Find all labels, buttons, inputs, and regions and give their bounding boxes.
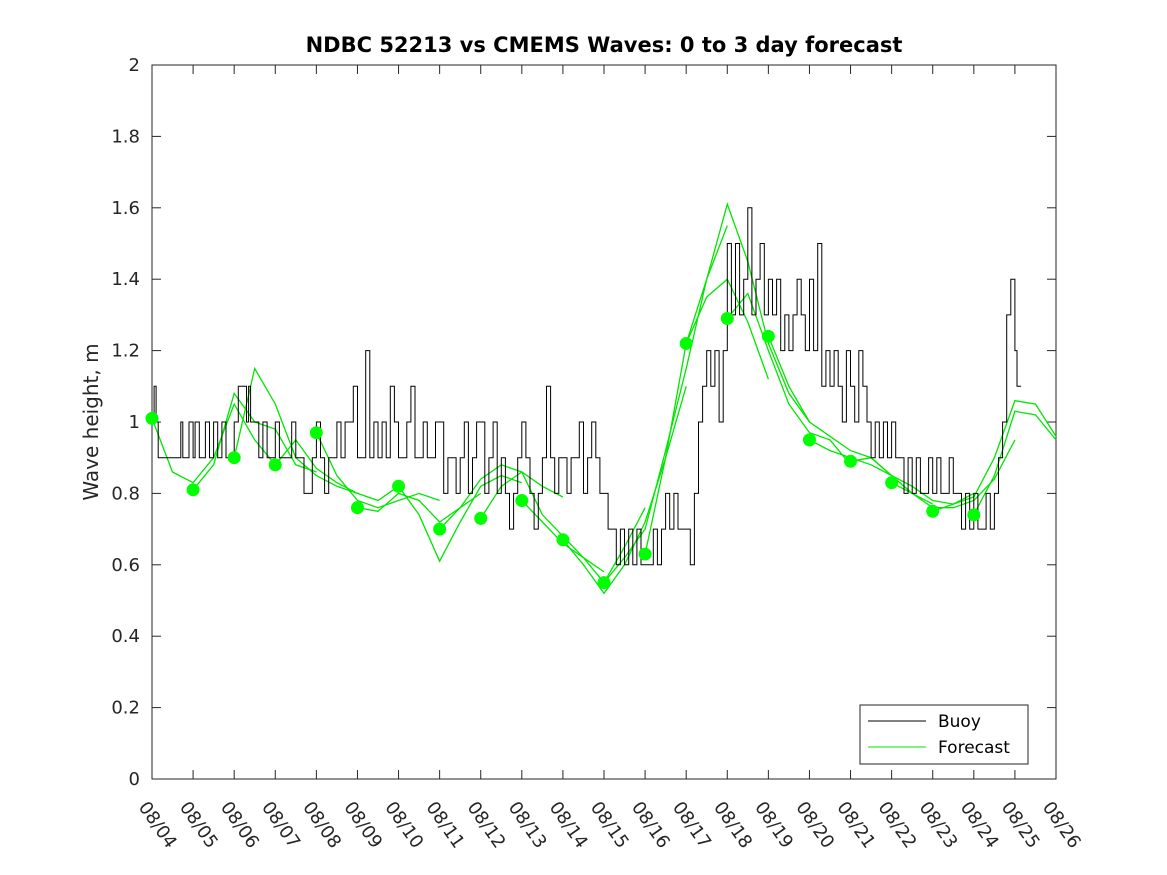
forecast-start-marker bbox=[309, 426, 323, 440]
forecast-start-marker bbox=[556, 533, 570, 547]
x-tick-label: 08/15 bbox=[586, 798, 633, 853]
x-tick-label: 08/11 bbox=[422, 798, 469, 853]
forecast-start-marker bbox=[967, 508, 981, 522]
buoy-series bbox=[152, 207, 1022, 566]
x-tick-label: 08/17 bbox=[668, 798, 715, 853]
x-tick-label: 08/22 bbox=[874, 798, 921, 853]
forecast-start-marker bbox=[926, 504, 940, 518]
y-tick-label: 0.6 bbox=[111, 555, 140, 576]
x-tick-label: 08/24 bbox=[956, 798, 1003, 853]
x-tick-labels: 08/0408/0508/0608/0708/0808/0908/1008/11… bbox=[134, 798, 1085, 853]
x-tick-label: 08/26 bbox=[1038, 798, 1085, 853]
x-tick-label: 08/07 bbox=[257, 798, 304, 853]
forecast-start-marker bbox=[761, 329, 775, 343]
x-tick-label: 08/25 bbox=[997, 798, 1044, 853]
y-tick-label: 2 bbox=[129, 55, 140, 76]
x-tick-label: 08/13 bbox=[504, 798, 551, 853]
x-tick-label: 08/12 bbox=[463, 798, 510, 853]
y-tick-label: 0.4 bbox=[111, 626, 140, 647]
x-tick-label: 08/18 bbox=[709, 798, 756, 853]
forecast-start-marker bbox=[885, 476, 899, 490]
y-tick-label: 0.8 bbox=[111, 483, 140, 504]
legend-buoy-label: Buoy bbox=[938, 712, 981, 732]
forecast-run-line bbox=[192, 391, 317, 491]
buoy-line bbox=[152, 207, 1022, 566]
forecast-start-marker bbox=[145, 411, 159, 425]
forecast-start-marker bbox=[392, 479, 406, 493]
y-tick-label: 0.2 bbox=[111, 698, 140, 719]
forecast-start-marker bbox=[186, 483, 200, 497]
forecast-run-line bbox=[644, 278, 770, 555]
x-tick-label: 08/19 bbox=[750, 798, 797, 853]
forecast-start-marker bbox=[350, 501, 364, 515]
forecast-start-marker bbox=[638, 547, 652, 561]
forecast-run-line bbox=[521, 500, 646, 584]
forecast-run-line bbox=[932, 399, 1057, 512]
plot-area bbox=[151, 64, 1057, 780]
forecast-run-line bbox=[973, 410, 1057, 516]
y-axis-label: Wave height, m bbox=[79, 343, 103, 500]
x-tick-label: 08/05 bbox=[175, 798, 222, 853]
x-tick-label: 08/06 bbox=[216, 798, 263, 853]
forecast-start-marker bbox=[474, 511, 488, 525]
forecast-series bbox=[151, 202, 1057, 595]
forecast-start-marker bbox=[720, 311, 734, 325]
y-tick-label: 1.6 bbox=[111, 198, 140, 219]
legend-box bbox=[859, 704, 1029, 765]
forecast-start-marker bbox=[227, 451, 241, 465]
forecast-start-marker bbox=[802, 433, 816, 447]
x-tick-label: 08/21 bbox=[832, 798, 879, 853]
forecast-start-marker bbox=[433, 522, 447, 536]
forecast-start-marker bbox=[268, 458, 282, 472]
y-tick-label: 0 bbox=[129, 769, 140, 790]
x-tick-label: 08/08 bbox=[298, 798, 345, 853]
forecast-run-line bbox=[726, 292, 852, 466]
forecast-run-line bbox=[315, 432, 440, 509]
x-tick-label: 08/09 bbox=[339, 798, 386, 853]
legend: Buoy Forecast bbox=[859, 704, 1029, 765]
axis-ticks bbox=[151, 64, 1057, 780]
y-tick-label: 1 bbox=[129, 412, 140, 433]
y-tick-label: 1.4 bbox=[111, 269, 140, 290]
x-tick-label: 08/10 bbox=[380, 798, 427, 853]
x-tick-label: 08/14 bbox=[545, 798, 592, 853]
x-tick-label: 08/04 bbox=[134, 798, 181, 853]
forecast-markers bbox=[145, 311, 981, 590]
y-tick-label: 1.2 bbox=[111, 341, 140, 362]
y-tick-labels: 0 0.2 0.4 0.6 0.8 1 1.2 1.4 1.6 1.8 2 bbox=[111, 55, 140, 790]
x-tick-label: 08/16 bbox=[627, 798, 674, 853]
forecast-start-marker bbox=[597, 576, 611, 590]
forecast-start-marker bbox=[844, 454, 858, 468]
x-tick-label: 08/23 bbox=[915, 798, 962, 853]
forecast-start-marker bbox=[679, 336, 693, 350]
x-tick-label: 08/20 bbox=[791, 798, 838, 853]
chart-title: NDBC 52213 vs CMEMS Waves: 0 to 3 day fo… bbox=[306, 33, 903, 57]
legend-forecast-label: Forecast bbox=[938, 738, 1010, 758]
forecast-start-marker bbox=[515, 494, 529, 508]
y-tick-label: 1.8 bbox=[111, 126, 140, 147]
